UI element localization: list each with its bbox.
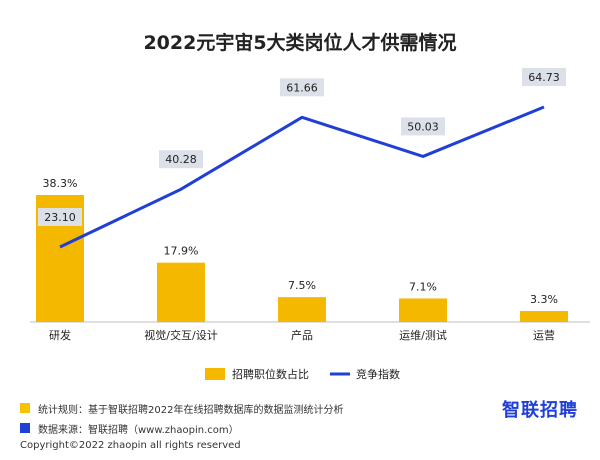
brand-logo: 智联招聘 [502, 400, 578, 421]
chart-canvas: 38.3% 研发 17.9% 视觉/交互/设计 7.5% 产品 7.1% 运维/测试 3.3% 运… [30, 68, 590, 381]
bar [520, 311, 568, 322]
line-label-box [401, 117, 445, 136]
series-line [59, 105, 545, 249]
source-swatch [20, 423, 30, 433]
note-rule: 统计规则：基于智联招聘2022年在线招聘数据库的数据监测统计分析 [20, 398, 343, 418]
bar [157, 262, 205, 322]
line-value-label: 23.10 [44, 211, 76, 224]
category-tick-label: 运维/测试 [399, 329, 447, 342]
note-source-text: 数据来源：智联招聘（www.zhaopin.com） [38, 424, 239, 436]
bar-value-label: 17.9% [164, 245, 199, 258]
rule-swatch [20, 403, 30, 413]
line-label-box [159, 150, 203, 169]
bar-value-label: 3.3% [530, 293, 558, 306]
line-label-box [522, 68, 566, 86]
chart-title: 2022元宇宙5大类岗位人才供需情况 [143, 32, 457, 54]
bar [399, 298, 447, 322]
copyright: Copyright©2022 zhaopin all rights reserv… [20, 440, 241, 451]
note-source: 数据来源：智联招聘（www.zhaopin.com） [20, 418, 343, 438]
category-tick-label: 产品 [291, 328, 313, 342]
line-label-box [38, 208, 82, 226]
line-value-label: 64.73 [528, 71, 560, 84]
bar [278, 297, 326, 322]
category-tick-label: 研发 [49, 328, 71, 342]
legend-label-line: 竞争指数 [356, 367, 400, 381]
bar-value-label: 7.5% [288, 279, 316, 292]
legend-label-bar: 招聘职位数占比 [232, 367, 309, 381]
note-rule-text: 统计规则：基于智联招聘2022年在线招聘数据库的数据监测统计分析 [38, 404, 344, 416]
bar-value-label: 7.1% [409, 280, 437, 293]
legend-swatch-bar [205, 368, 225, 380]
notes: 统计规则：基于智联招聘2022年在线招聘数据库的数据监测统计分析 数据来源：智联… [20, 398, 343, 438]
line-label-box [280, 78, 324, 97]
category-tick-label: 运营 [533, 328, 555, 342]
line-value-label: 40.28 [165, 153, 197, 166]
bar-value-label: 38.3% [43, 177, 78, 190]
line-value-label: 61.66 [286, 81, 318, 94]
category-tick-label: 视觉/交互/设计 [144, 328, 217, 342]
line-value-label: 50.03 [407, 120, 439, 133]
